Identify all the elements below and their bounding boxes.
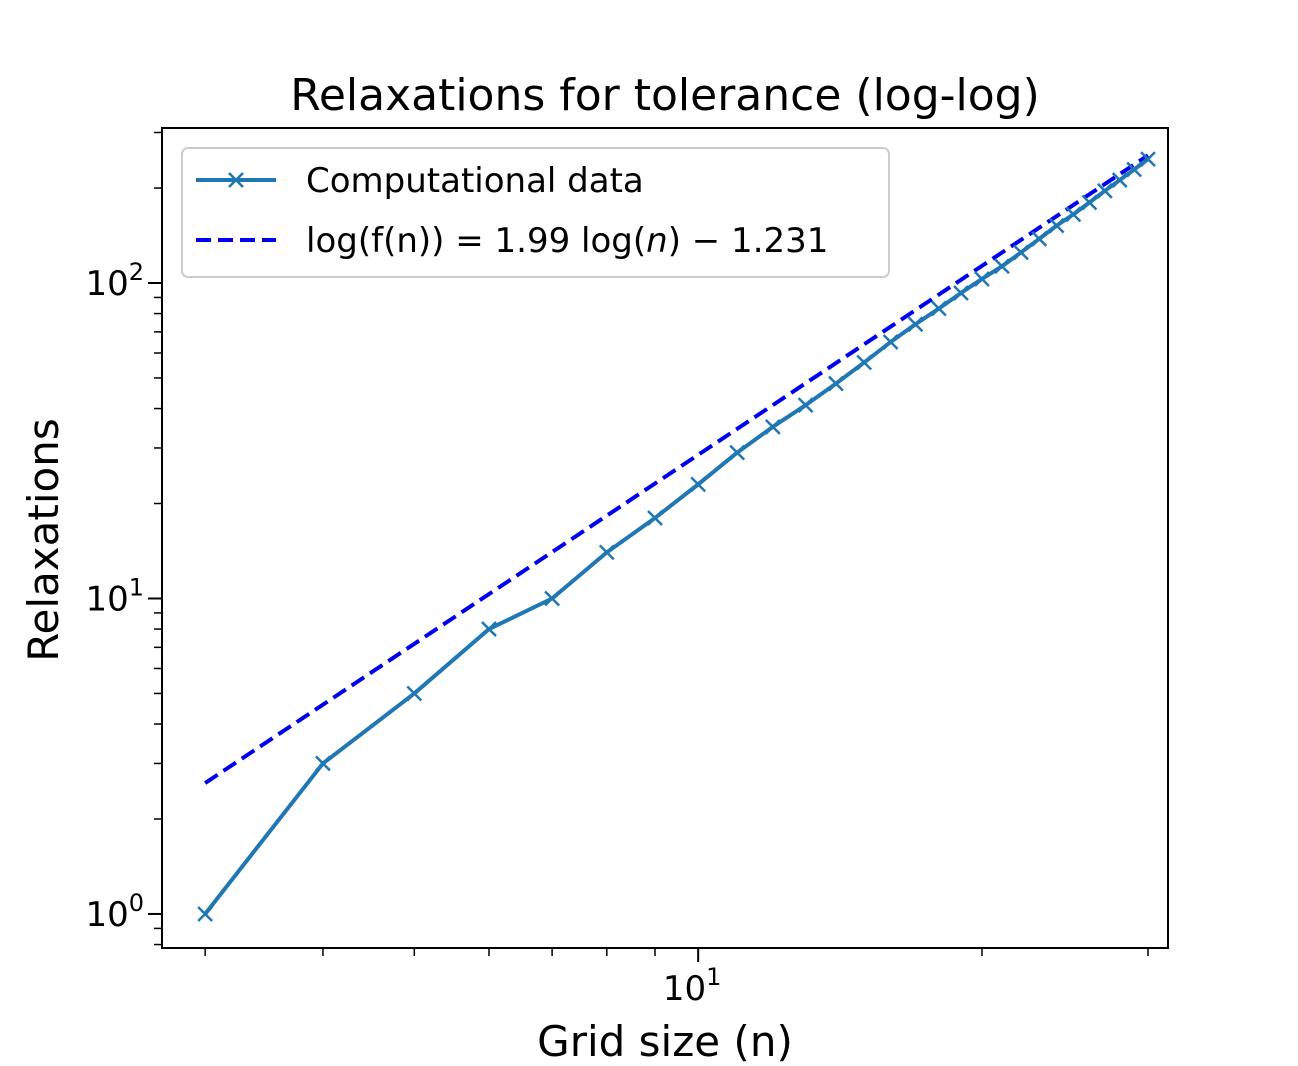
data-point-marker <box>1013 244 1029 261</box>
axis-ticks: 101 100 101 102 <box>85 131 1149 1009</box>
y-tick-label: 100 <box>85 889 144 935</box>
data-point-marker <box>1048 217 1065 234</box>
data-point-marker <box>197 906 214 922</box>
series-layer <box>197 151 1156 922</box>
data-point-marker <box>406 685 423 702</box>
x-tick-label: 101 <box>663 963 722 1009</box>
data-point-marker <box>1065 206 1082 223</box>
data-point-marker <box>1126 161 1143 178</box>
data-point-marker <box>1096 182 1113 199</box>
legend: Computational data log(f(n)) = 1.99 log(… <box>181 147 890 278</box>
data-point-marker <box>930 300 947 317</box>
legend-label-computational: Computational data <box>306 161 644 201</box>
data-point-marker <box>1140 151 1156 168</box>
data-point-marker <box>481 621 497 637</box>
data-point-marker <box>882 334 899 350</box>
data-point-marker <box>797 397 814 414</box>
series-computational-line <box>203 157 1150 916</box>
data-point-marker <box>974 271 990 287</box>
legend-label-fit: log(f(n)) = 1.99 log(n) − 1.231 <box>306 221 828 261</box>
series-fit-line <box>204 153 1150 785</box>
data-point-marker <box>907 316 924 333</box>
data-point-marker <box>764 418 781 435</box>
data-point-marker <box>598 544 615 561</box>
data-point-marker <box>856 354 873 371</box>
data-point-marker <box>544 590 560 607</box>
data-point-marker <box>647 510 663 526</box>
data-point-marker <box>1081 194 1098 211</box>
data-point-marker <box>1111 172 1128 188</box>
chart-title: Relaxations for tolerance (log-log) <box>290 70 1040 121</box>
y-axis-label: Relaxations <box>19 418 68 661</box>
plot-area-frame <box>161 127 1169 949</box>
data-point-marker <box>828 375 844 392</box>
legend-box <box>181 147 890 278</box>
legend-marker-x <box>228 172 244 188</box>
data-point-marker <box>315 755 331 772</box>
data-point-marker <box>953 285 969 301</box>
data-point-marker <box>994 258 1010 275</box>
y-tick-label: 102 <box>85 258 144 304</box>
data-point-marker <box>1031 230 1048 247</box>
data-point-marker <box>729 444 746 461</box>
y-tick-label: 101 <box>85 573 144 619</box>
data-point-marker <box>690 476 707 493</box>
x-axis-label: Grid size (n) <box>537 1017 793 1066</box>
